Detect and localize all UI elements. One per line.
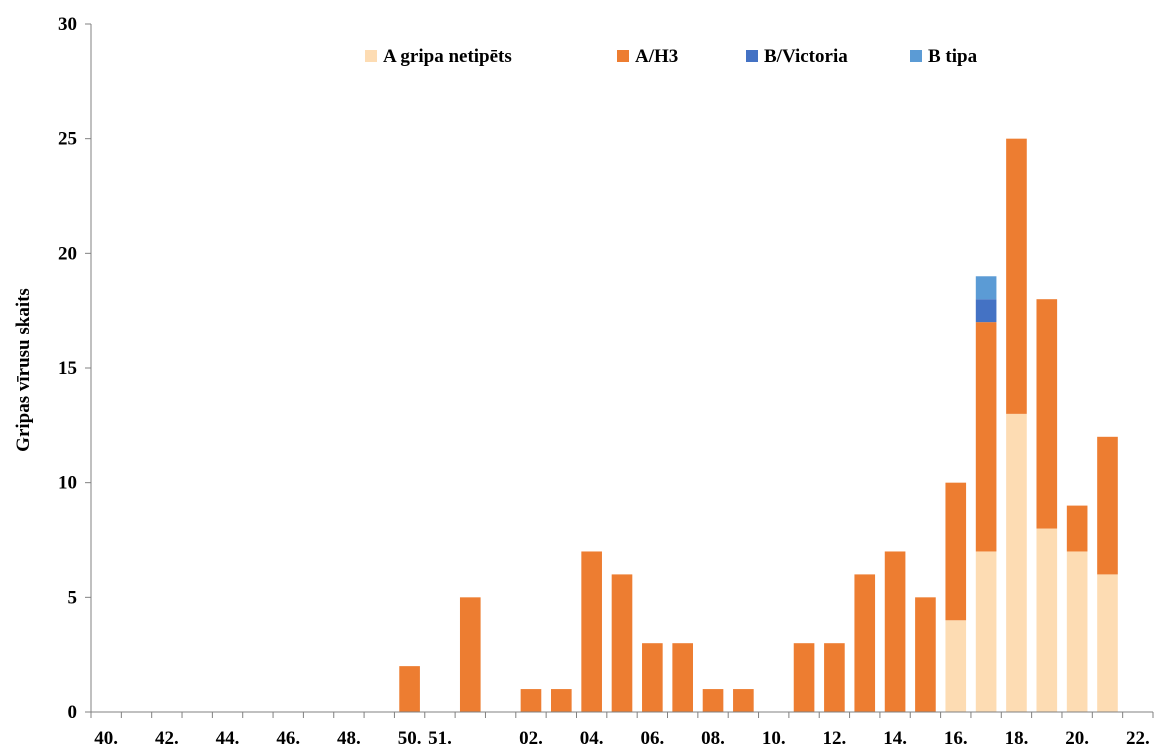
bar-segment-16-series-2 xyxy=(945,482,967,621)
x-tick-label: 22. xyxy=(1126,728,1150,749)
bar-segment-17-series-1 xyxy=(975,551,997,712)
bar-segment-06-series-2 xyxy=(642,643,663,712)
bar-segment-18-series-2 xyxy=(1006,138,1027,414)
x-tick-label: 46. xyxy=(276,728,300,749)
bar-segment-09-series-2 xyxy=(733,689,754,712)
bar-segment-11-series-2 xyxy=(793,643,815,712)
bar-segment-50-series-2 xyxy=(399,666,420,712)
x-tick-label: 16. xyxy=(944,728,968,749)
x-tick-label: 06. xyxy=(640,728,664,749)
x-tick-label: 04. xyxy=(580,728,604,749)
bar-segment-17-series-4 xyxy=(975,276,997,300)
bar-segment-21-series-2 xyxy=(1097,436,1118,575)
y-tick-label: 0 xyxy=(68,702,78,723)
x-tick-label: 14. xyxy=(883,728,907,749)
legend-label-2: A/H3 xyxy=(635,46,678,67)
bar-segment-20-series-1 xyxy=(1066,551,1088,712)
legend-swatch-2 xyxy=(617,50,629,62)
bar-segment-12-series-2 xyxy=(824,643,845,712)
legend-label-3: B/Victoria xyxy=(764,46,848,67)
y-tick-label: 30 xyxy=(58,14,77,35)
y-tick-label: 15 xyxy=(58,358,77,379)
legend-swatch-4 xyxy=(910,50,922,62)
bar-segment-18-series-1 xyxy=(1006,413,1027,712)
legend: A gripa netipēts A/H3 B/Victoria B tipa xyxy=(365,46,978,67)
bar-segment-21-series-1 xyxy=(1097,574,1118,712)
x-tick-label: 40. xyxy=(94,728,118,749)
x-tick-label: 50. xyxy=(398,728,422,749)
bar-segment-16-series-1 xyxy=(945,620,967,712)
y-tick-label: 20 xyxy=(58,243,77,264)
x-tick-label: 42. xyxy=(155,728,179,749)
legend-label-1: A gripa netipēts xyxy=(383,46,512,67)
x-tick-label: 51. xyxy=(428,728,452,749)
x-tick-label: 44. xyxy=(216,728,240,749)
x-tick-label: 48. xyxy=(337,728,361,749)
legend-swatch-3 xyxy=(746,50,758,62)
bar-segment-08-series-2 xyxy=(702,689,724,712)
y-axis-title: Gripas vīrusu skaits xyxy=(13,288,34,452)
x-tick-label: 02. xyxy=(519,728,543,749)
axes-group: 0 5 10 15 20 25 30 40. 42. 44. 46. 48. 50. 51. 02. 04. 0… xyxy=(58,14,1154,749)
x-tick-label: 12. xyxy=(823,728,847,749)
bar-segment-02-series-2 xyxy=(520,689,542,712)
bar-segment-03-series-2 xyxy=(551,689,572,712)
bar-segment-15-series-2 xyxy=(915,597,936,712)
bar-segment-19-series-2 xyxy=(1036,299,1058,529)
bar-segment-07-series-2 xyxy=(672,643,693,712)
bar-segment-52-series-2 xyxy=(459,597,481,712)
bar-segment-17-series-3 xyxy=(975,299,997,323)
legend-swatch-1 xyxy=(365,50,377,62)
bar-segment-20-series-2 xyxy=(1066,505,1088,552)
x-tick-label: 18. xyxy=(1005,728,1029,749)
y-tick-label: 25 xyxy=(58,129,77,150)
x-tick-label: 20. xyxy=(1065,728,1089,749)
bar-segment-17-series-2 xyxy=(975,322,997,552)
x-tick-label: 08. xyxy=(701,728,725,749)
bar-segment-05-series-2 xyxy=(611,574,633,712)
y-tick-label: 10 xyxy=(58,473,77,494)
bar-segment-13-series-2 xyxy=(854,574,876,712)
x-tick-label: 10. xyxy=(762,728,786,749)
legend-label-4: B tipa xyxy=(928,46,978,67)
bar-segment-19-series-1 xyxy=(1036,528,1058,712)
bar-segment-04-series-2 xyxy=(581,551,602,712)
bars-group xyxy=(399,138,1118,712)
y-tick-label: 5 xyxy=(68,587,78,608)
bar-segment-14-series-2 xyxy=(884,551,906,712)
